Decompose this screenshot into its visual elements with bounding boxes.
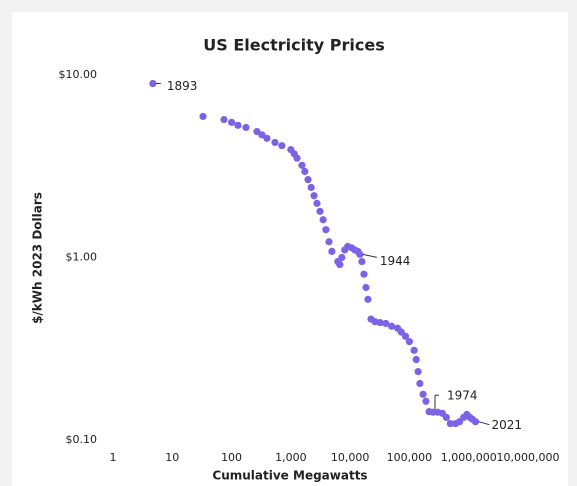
point xyxy=(293,154,301,162)
annotation: 1974 xyxy=(447,389,478,403)
point xyxy=(358,257,366,266)
point xyxy=(382,319,390,328)
point xyxy=(401,332,410,340)
point xyxy=(364,295,372,303)
point xyxy=(387,322,396,330)
point xyxy=(338,253,346,262)
annotation: 1944 xyxy=(380,254,411,268)
point xyxy=(316,207,324,215)
x-tick-label: 1 xyxy=(110,451,117,464)
x-tick-label: 10,000,000 xyxy=(497,451,560,464)
point xyxy=(325,238,333,246)
annotation-leader xyxy=(478,421,490,426)
point xyxy=(220,115,228,124)
x-tick-label: 10 xyxy=(165,451,179,464)
point xyxy=(422,397,430,405)
point xyxy=(414,368,422,376)
panel xyxy=(12,12,568,486)
point xyxy=(278,142,286,150)
x-tick-label: 100,000 xyxy=(387,451,433,464)
chart-title: US Electricity Prices xyxy=(203,36,384,55)
point xyxy=(234,121,242,129)
point xyxy=(322,226,330,234)
point xyxy=(360,270,368,278)
y-tick-label: $1.00 xyxy=(66,251,98,264)
point xyxy=(405,338,414,346)
point xyxy=(336,260,344,269)
point xyxy=(149,79,157,88)
x-axis-title: Cumulative Megawatts xyxy=(212,469,367,483)
annotation-leader xyxy=(362,253,377,258)
point xyxy=(263,134,271,142)
x-tick-label: 1,000 xyxy=(275,451,307,464)
point xyxy=(356,250,364,258)
point xyxy=(304,176,312,184)
point xyxy=(307,183,315,192)
annotation: 1893 xyxy=(167,79,198,93)
point xyxy=(419,390,427,398)
point xyxy=(442,413,450,421)
point xyxy=(271,138,279,147)
y-axis-title: $/kWh 2023 Dollars xyxy=(31,192,45,324)
point xyxy=(313,199,321,207)
point xyxy=(471,418,480,426)
point xyxy=(298,161,306,169)
y-tick-label: $0.10 xyxy=(66,433,98,446)
point xyxy=(310,192,318,200)
x-tick-label: 100 xyxy=(221,451,242,464)
x-tick-label: 1,000,000 xyxy=(441,451,497,464)
point xyxy=(416,379,424,388)
x-tick-label: 10,000 xyxy=(331,451,370,464)
y-tick-label: $10.00 xyxy=(59,68,98,81)
point xyxy=(376,318,384,327)
point xyxy=(227,118,236,126)
point xyxy=(258,131,266,139)
point xyxy=(199,112,207,121)
point xyxy=(412,355,420,364)
point xyxy=(319,216,327,224)
point xyxy=(301,167,309,176)
point xyxy=(328,247,336,256)
point xyxy=(362,283,370,292)
annotation: 2021 xyxy=(491,418,522,432)
point xyxy=(446,419,454,428)
point xyxy=(410,346,418,354)
point xyxy=(242,123,250,132)
